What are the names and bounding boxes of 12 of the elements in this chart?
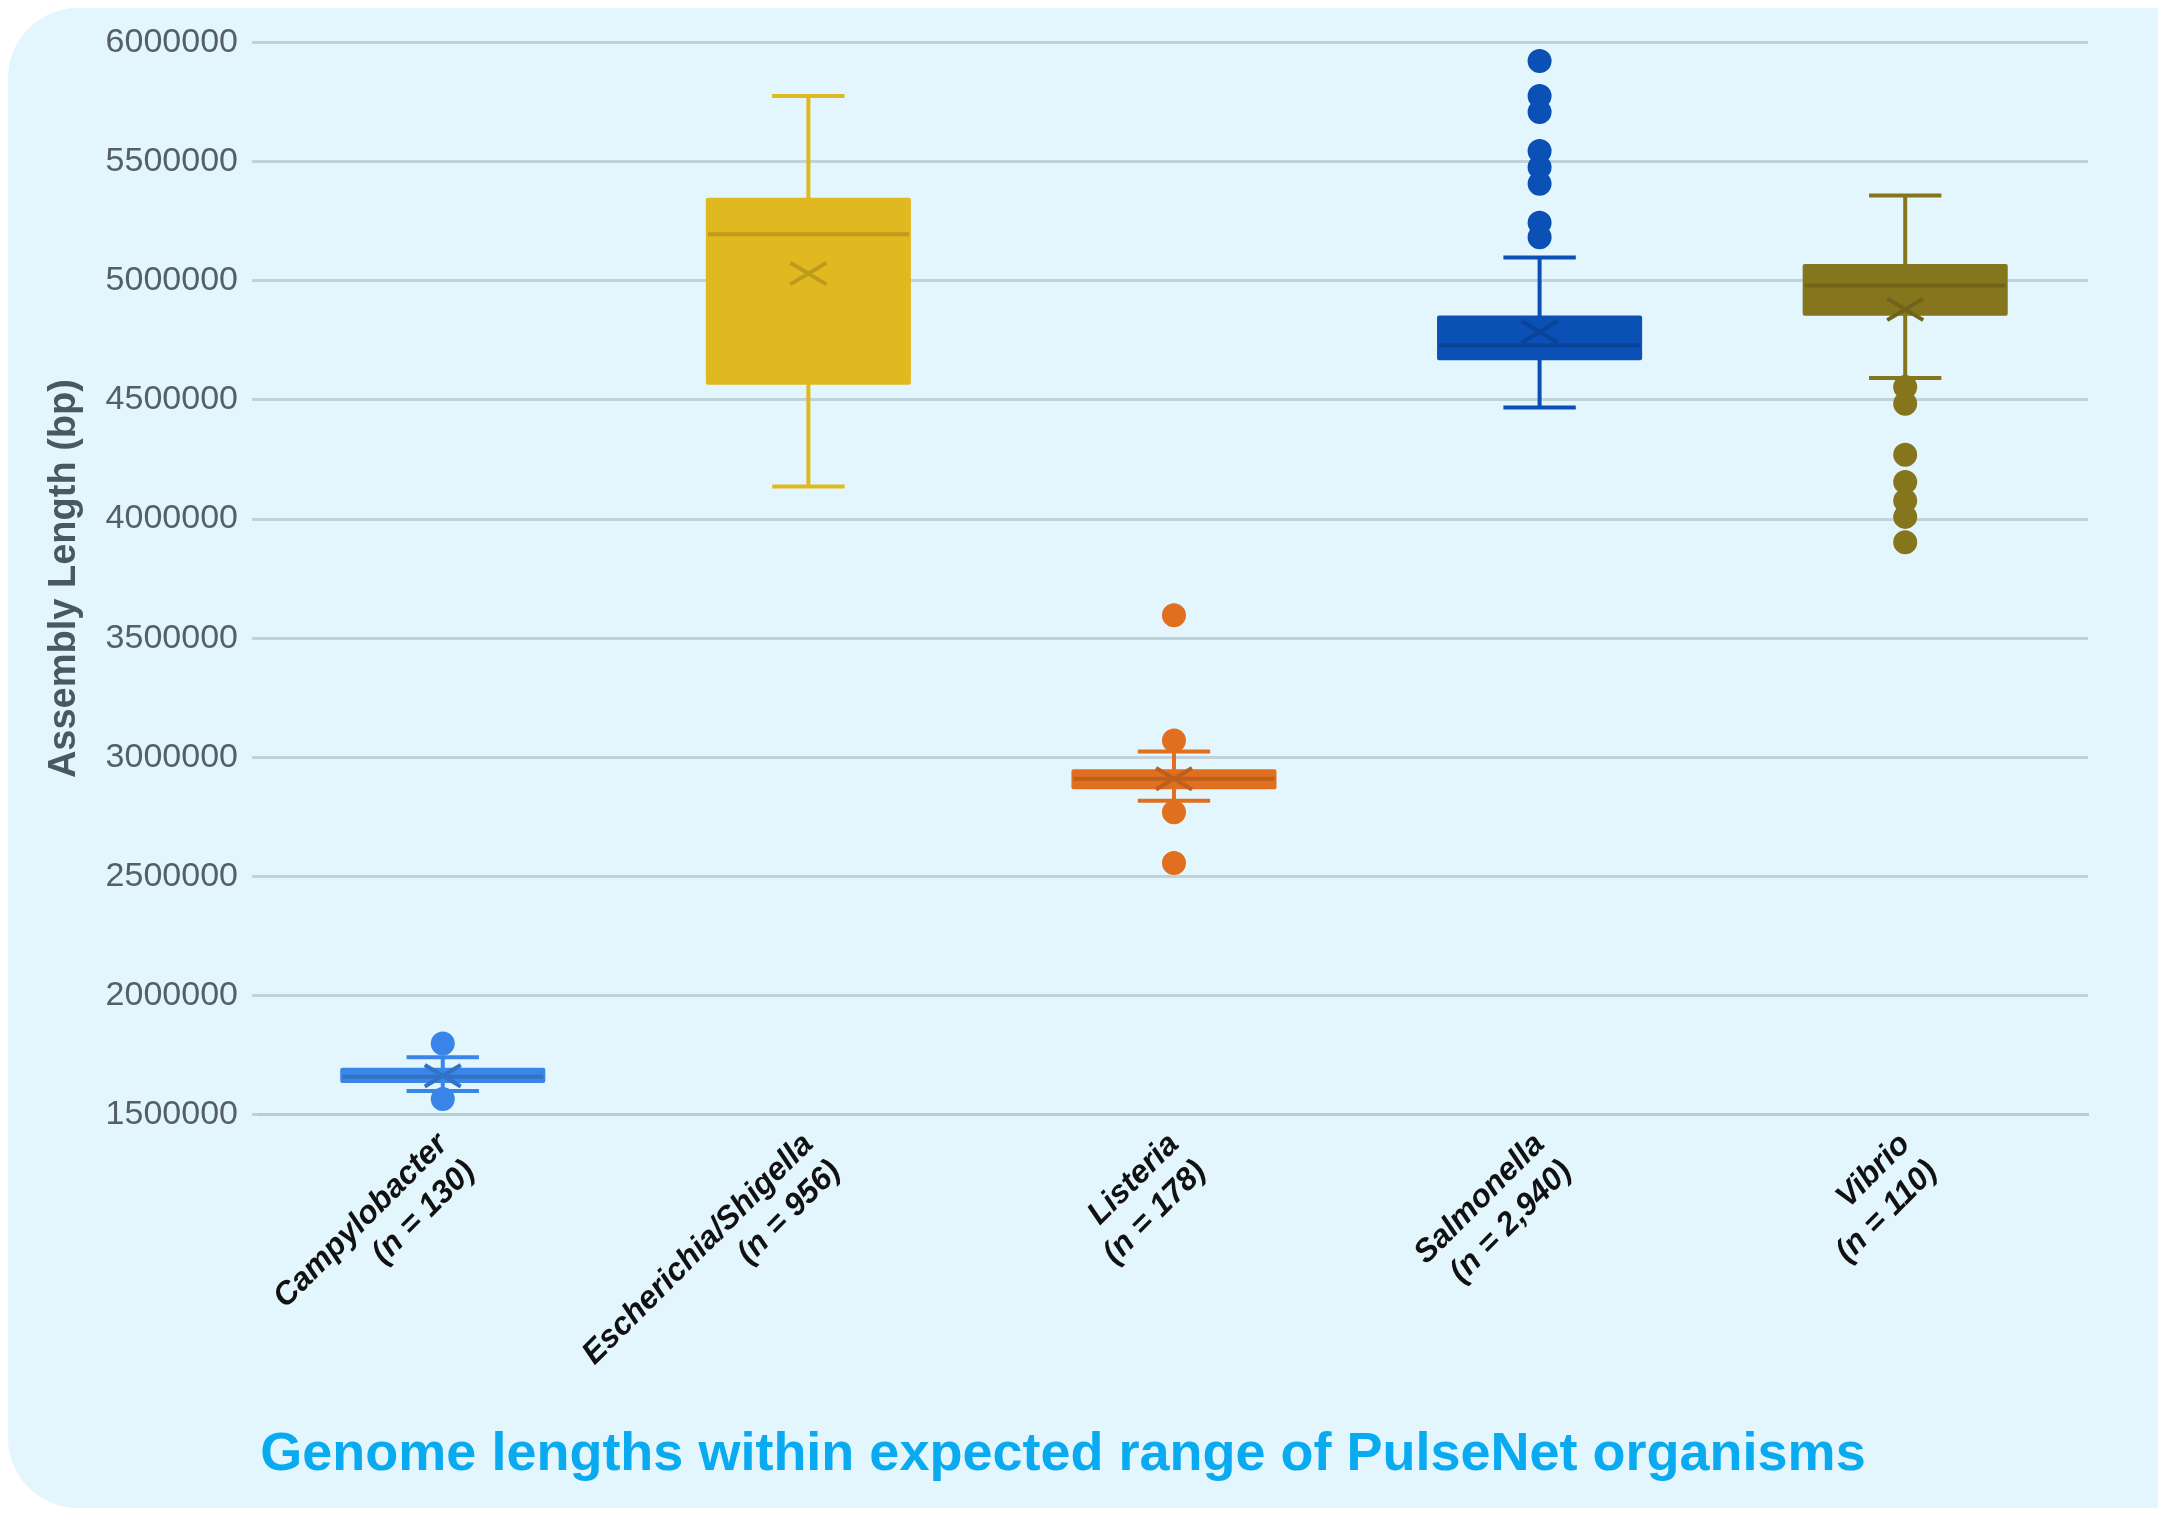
y-tick-label: 6000000 bbox=[105, 20, 238, 59]
y-tick-label: 2500000 bbox=[105, 854, 238, 893]
y-axis-title: Assembly Length (bp) bbox=[41, 379, 84, 779]
y-tick-label: 2000000 bbox=[105, 974, 238, 1013]
y-tick-label: 5500000 bbox=[105, 139, 238, 178]
y-tick-label: 5000000 bbox=[105, 259, 238, 298]
y-tick-label: 4000000 bbox=[105, 497, 238, 536]
y-tick-label: 1500000 bbox=[105, 1093, 238, 1132]
y-tick-label: 4500000 bbox=[105, 378, 238, 417]
y-tick-label: 3000000 bbox=[105, 735, 238, 774]
y-tick-label: 3500000 bbox=[105, 616, 238, 655]
text: Genome lengths within expected range of PulseNet organisms bbox=[260, 1421, 1866, 1482]
